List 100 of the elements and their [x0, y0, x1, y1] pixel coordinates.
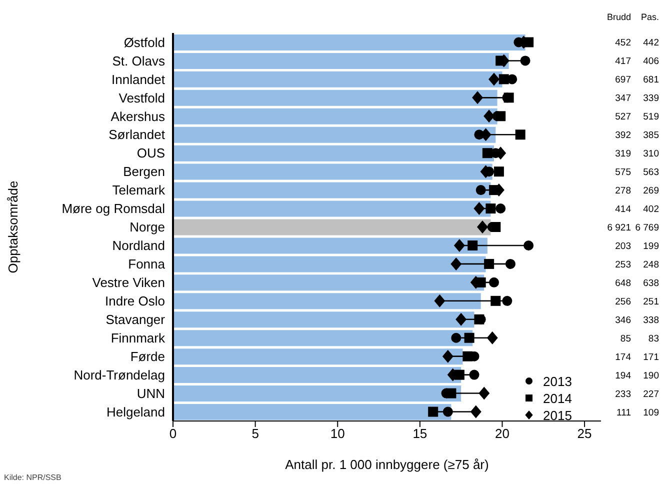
point: [505, 258, 516, 269]
x-axis-title: Antall pr. 1 000 innbyggere (≥75 år): [285, 457, 489, 472]
bar: [173, 219, 491, 236]
point: [468, 240, 478, 250]
bar: [173, 330, 473, 346]
text: 310: [643, 148, 659, 160]
text: 233: [615, 388, 631, 400]
point: [515, 130, 526, 140]
bar: [173, 348, 463, 365]
text: 346: [615, 314, 631, 326]
bar: [173, 238, 488, 254]
text: 203: [615, 240, 631, 252]
point: [476, 220, 488, 234]
point: [498, 74, 509, 84]
point: [484, 258, 494, 269]
point: [442, 406, 453, 417]
y-tick-label: Førde: [130, 348, 165, 364]
point: [484, 110, 495, 123]
point: [494, 166, 504, 177]
text: 227: [643, 388, 659, 400]
y-tick-label: Helgeland: [106, 404, 165, 420]
y-tick-label: St. Olavs: [112, 53, 166, 68]
point: [451, 332, 462, 343]
text: 269: [643, 186, 659, 197]
x-tick-label: 10: [330, 426, 345, 442]
bar: [173, 71, 502, 88]
point: [454, 238, 465, 252]
y-tick-label: Vestfold: [118, 90, 165, 106]
text: 442: [643, 38, 659, 49]
text: 253: [615, 259, 631, 270]
y-tick-label: Telemark: [112, 182, 166, 198]
point: [490, 222, 501, 232]
text: 171: [643, 352, 659, 363]
text: 575: [615, 167, 631, 178]
point: [456, 312, 467, 326]
bar: [173, 312, 474, 328]
text: 251: [643, 296, 659, 308]
y-tick-label: Finnmark: [110, 330, 166, 346]
bar: [173, 386, 462, 402]
y-tick-label: Bergen: [123, 164, 165, 180]
text: 681: [643, 74, 659, 86]
bar: [173, 145, 494, 162]
point: [490, 296, 501, 306]
text: 319: [615, 148, 631, 160]
text: 199: [643, 240, 659, 252]
point: [496, 111, 506, 122]
bar: [173, 52, 509, 69]
text: 392: [615, 130, 631, 142]
text: Brudd: [606, 12, 631, 22]
x-tick-label: 25: [577, 426, 592, 442]
y-axis-title: Opptaksområde: [6, 180, 21, 274]
text: 417: [615, 56, 631, 68]
point: [486, 331, 498, 344]
text: 6 769: [635, 222, 659, 234]
text: 338: [643, 314, 659, 326]
bar: [173, 404, 452, 420]
point: [442, 350, 454, 363]
x-tick-label: 5: [252, 426, 259, 442]
point: [482, 148, 492, 158]
y-tick-label: Indre Oslo: [105, 294, 165, 309]
text: 85: [620, 333, 631, 344]
point: [428, 406, 438, 417]
legend-label: 2014: [543, 391, 572, 406]
point: [462, 351, 473, 362]
point: [489, 277, 499, 288]
bar: [173, 367, 462, 384]
text: 347: [615, 93, 631, 104]
text: 190: [643, 370, 659, 382]
text: 648: [615, 278, 631, 289]
text: 174: [615, 352, 631, 363]
text: 414: [615, 204, 631, 216]
point: [450, 257, 462, 270]
y-tick-label: Østfold: [124, 34, 165, 50]
point: [486, 204, 496, 214]
point: [469, 370, 480, 380]
text: 563: [643, 167, 659, 178]
point: [488, 72, 500, 86]
point: [472, 91, 484, 104]
y-tick-label: Sørlandet: [108, 127, 166, 142]
y-tick-label: Norge: [130, 220, 165, 235]
x-tick-label: 20: [494, 426, 510, 442]
text: 527: [615, 112, 631, 123]
text: 278: [615, 186, 631, 197]
y-tick-label: Stavanger: [106, 312, 166, 327]
y-tick-label: Innlandet: [112, 72, 166, 87]
text: 248: [643, 259, 659, 270]
bar: [173, 182, 491, 198]
point: [476, 185, 486, 196]
text: 109: [643, 407, 659, 418]
bar: [173, 200, 491, 217]
text: Kilde: NPR/SSB: [4, 473, 62, 482]
point: [524, 240, 534, 250]
text: 6 921: [607, 222, 631, 234]
bar: [173, 34, 526, 50]
bar: [173, 256, 486, 272]
y-tick-label: Møre og Romsdal: [62, 201, 166, 216]
bar: [173, 108, 498, 124]
text: 697: [615, 74, 631, 86]
point: [502, 296, 512, 306]
text: 385: [643, 130, 659, 142]
